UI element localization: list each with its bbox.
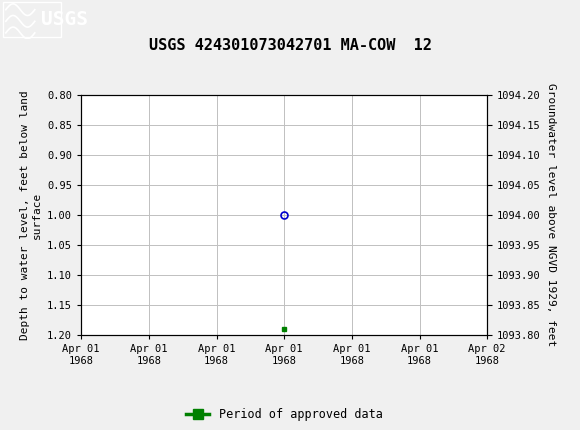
Text: USGS 424301073042701 MA-COW  12: USGS 424301073042701 MA-COW 12 bbox=[148, 38, 432, 52]
Legend: Period of approved data: Period of approved data bbox=[181, 403, 387, 426]
Y-axis label: Groundwater level above NGVD 1929, feet: Groundwater level above NGVD 1929, feet bbox=[546, 83, 556, 347]
Y-axis label: Depth to water level, feet below land
surface: Depth to water level, feet below land su… bbox=[20, 90, 42, 340]
Text: USGS: USGS bbox=[41, 10, 88, 29]
